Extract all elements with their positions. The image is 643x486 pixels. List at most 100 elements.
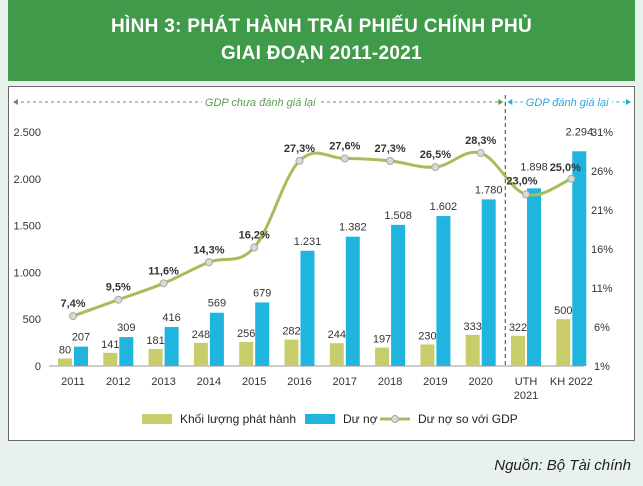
bar-debt — [436, 216, 451, 366]
y-left-tick-label: 2.000 — [13, 174, 41, 186]
gdp-ratio-point — [114, 295, 123, 304]
gdp-ratio-point — [295, 156, 304, 165]
bar-debt — [255, 302, 270, 366]
y-left-tick-label: 1.500 — [13, 221, 41, 233]
bar-issuance — [511, 335, 525, 366]
x-tick-label: 2017 — [333, 376, 357, 388]
debt-value-label: 309 — [117, 322, 135, 334]
issuance-value-label: 244 — [328, 329, 346, 341]
issuance-value-label: 248 — [192, 329, 210, 341]
gdp-ratio-label: 14,3% — [193, 244, 224, 256]
gdp-ratio-point — [250, 243, 259, 252]
issuance-value-label: 282 — [282, 326, 300, 338]
gdp-ratio-label: 9,5% — [106, 282, 131, 294]
bar-debt — [209, 312, 224, 366]
x-tick-label: 2019 — [423, 376, 447, 388]
source-note: Nguồn: Bộ Tài chính — [494, 457, 631, 474]
x-tick-label: 2015 — [242, 376, 266, 388]
issuance-value-label: 256 — [237, 328, 255, 340]
debt-value-label: 1.898 — [520, 161, 548, 173]
bar-debt — [300, 250, 315, 366]
issuance-value-label: 197 — [373, 334, 391, 346]
period-arrow-1-right-head — [498, 99, 504, 105]
legend-swatch-issuance — [142, 414, 172, 424]
issuance-value-label: 333 — [464, 321, 482, 333]
gdp-ratio-label: 7,4% — [60, 298, 85, 310]
debt-value-label: 1.508 — [384, 210, 412, 222]
header-title-line2: GIAI ĐOẠN 2011-2021 — [220, 43, 423, 64]
chart-header: HÌNH 3: PHÁT HÀNH TRÁI PHIẾU CHÍNH PHỦ G… — [8, 0, 635, 81]
bar-debt — [119, 337, 134, 366]
bar-debt — [345, 236, 360, 366]
bar-debt — [164, 327, 179, 366]
issuance-value-label: 141 — [101, 339, 119, 351]
legend-swatch-debt — [305, 414, 335, 424]
gdp-ratio-point — [204, 258, 213, 267]
legend-label-gdp: Dư nợ so với GDP — [418, 412, 518, 426]
bar-debt — [481, 199, 496, 366]
gdp-ratio-point — [476, 149, 485, 158]
legend-label-issuance: Khối lượng phát hành — [180, 412, 296, 426]
gdp-ratio-label: 28,3% — [465, 135, 496, 147]
chart-frame: 0 500 1.000 1.500 2.000 2.500 1% 6% 11% 16% 21% 26%… — [8, 86, 635, 441]
bar-issuance — [239, 342, 254, 366]
gdp-ratio-label: 27,3% — [284, 143, 315, 155]
bar-issuance — [465, 334, 480, 366]
y-right-tick-label: 21% — [591, 205, 613, 217]
x-tick-label: 2014 — [197, 376, 221, 388]
issuance-value-label: 80 — [59, 345, 71, 357]
y-right-tick-label: 1% — [594, 361, 610, 373]
gdp-ratio-label: 27,6% — [329, 141, 360, 153]
x-tick-label: 2021 — [514, 390, 538, 402]
gdp-ratio-point — [522, 190, 530, 199]
debt-value-label: 1.382 — [339, 222, 367, 234]
bar-issuance — [148, 349, 163, 366]
gdp-ratio-label: 16,2% — [239, 229, 270, 241]
debt-value-label: 2.294 — [566, 126, 594, 138]
y-right-tick-label: 11% — [591, 283, 612, 295]
debt-value-label: 207 — [72, 332, 90, 344]
period-arrow-1-left-head — [13, 99, 18, 105]
period-label-bg — [201, 96, 319, 110]
gdp-ratio-label: 26,5% — [420, 149, 451, 161]
gdp-ratio-point — [69, 312, 77, 321]
x-tick-label: 2011 — [61, 376, 85, 388]
x-tick-label: KH 2022 — [550, 376, 593, 388]
bar-debt — [572, 151, 587, 366]
x-tick-label: 2012 — [106, 376, 130, 388]
issuance-value-label: 230 — [418, 330, 436, 342]
bar-issuance — [420, 344, 435, 366]
x-tick-label: 2013 — [151, 376, 175, 388]
gdp-ratio-label: 23,0% — [506, 175, 537, 187]
period-label-2: GDP đánh giá lại — [526, 97, 609, 109]
y-left-tick-label: 0 — [35, 361, 41, 373]
x-tick-label: 2020 — [468, 376, 492, 388]
issuance-value-label: 500 — [554, 305, 572, 317]
bar-debt — [527, 188, 541, 366]
x-tick-label: UTH — [515, 376, 538, 388]
bar-debt — [391, 224, 406, 366]
period-label-bg — [522, 96, 613, 110]
y-left-tick-label: 1.000 — [13, 267, 41, 279]
gdp-ratio-point — [431, 163, 440, 172]
debt-value-label: 679 — [253, 287, 271, 299]
bar-debt — [74, 346, 88, 366]
debt-value-label: 1.780 — [475, 184, 503, 196]
chart-svg: 0 500 1.000 1.500 2.000 2.500 1% 6% 11% 16% 21% 26%… — [13, 95, 631, 426]
debt-value-label: 416 — [162, 312, 180, 324]
debt-value-label: 1.231 — [294, 236, 322, 248]
period-label-1: GDP chưa đánh giá lại — [205, 97, 316, 109]
y-right-tick-label: 16% — [591, 244, 613, 256]
y-left-tick-label: 2.500 — [13, 127, 41, 139]
gdp-ratio-label: 27,3% — [374, 143, 405, 155]
y-right-tick-label: 6% — [594, 322, 610, 334]
bar-issuance — [329, 343, 344, 366]
bar-issuance — [375, 347, 390, 366]
gdp-ratio-point — [340, 154, 349, 163]
period-arrow-2-right-head — [626, 99, 631, 105]
debt-value-label: 1.602 — [430, 201, 458, 213]
legend-label-debt: Dư nợ — [343, 412, 378, 426]
gdp-ratio-line — [72, 150, 572, 318]
y-right-tick-label: 26% — [591, 166, 613, 178]
debt-value-label: 569 — [208, 298, 226, 310]
